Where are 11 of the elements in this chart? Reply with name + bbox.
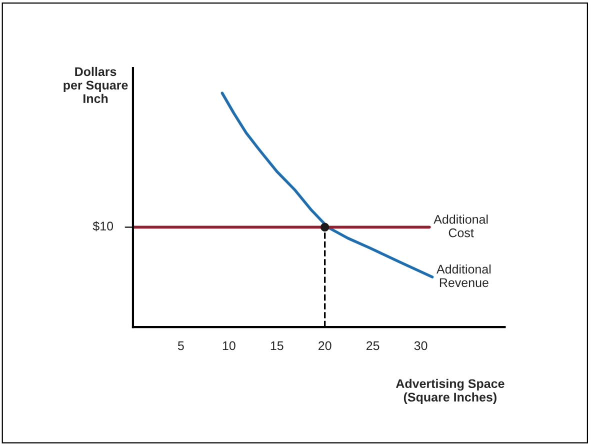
annotation: $10 [92,221,114,232]
series-label: Additional Revenue [436,264,491,288]
series-label: Additional Cost [434,214,488,238]
x-tick-label: 5 [178,341,184,350]
x-tick-label: 15 [270,341,284,350]
x-tick-label: 30 [414,341,428,350]
x-tick-label: 20 [318,341,332,350]
y-axis-title: Dollars per Square Inch [64,66,128,104]
x-axis-title: Advertising Space (Square Inches) [396,378,504,404]
x-tick-label: 25 [366,341,380,350]
x-tick-label: 10 [222,341,236,350]
